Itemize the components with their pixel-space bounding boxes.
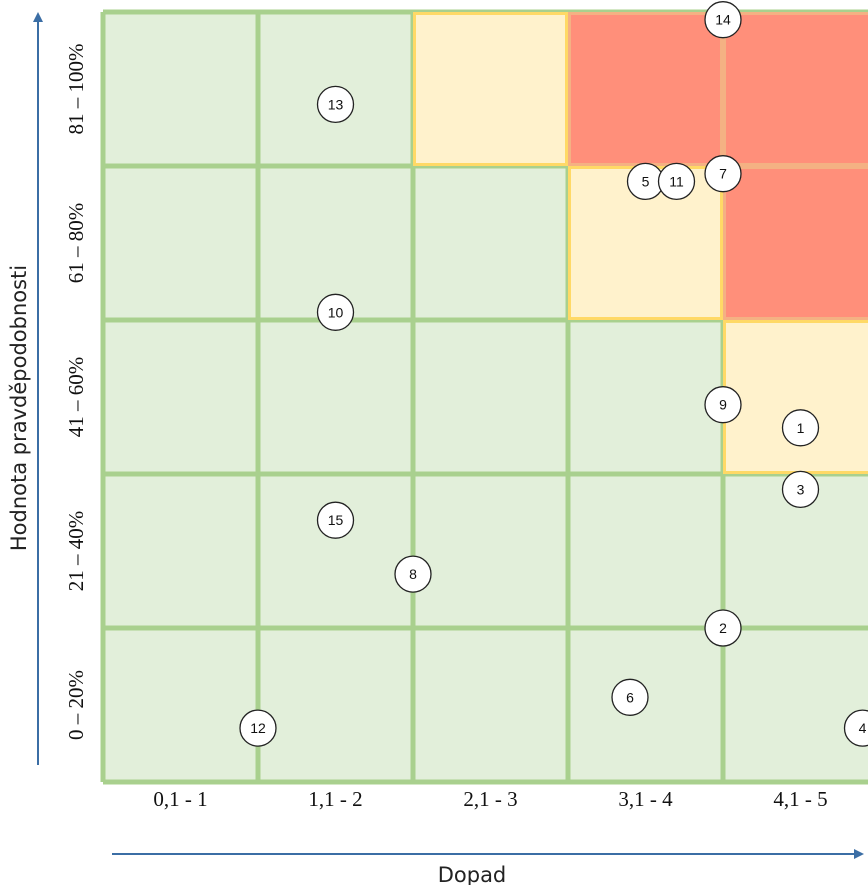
risk-marker-circle [657, 162, 696, 201]
risk-marker-12: 12 [239, 709, 277, 747]
risk-marker-circle [781, 470, 820, 509]
matrix-cell-border-medium [413, 12, 568, 166]
risk-marker-5: 5 [626, 162, 665, 201]
matrix-cell-low [258, 320, 413, 474]
matrix-cell-low [413, 166, 568, 320]
x-tick-label: 3,1 - 4 [618, 787, 673, 811]
x-tick-label: 0,1 - 1 [153, 787, 207, 811]
matrix-cell-low [568, 474, 723, 628]
matrix-cell-low [103, 474, 258, 628]
x-tick-label: 4,1 - 5 [773, 787, 827, 811]
risk-marker-7: 7 [704, 155, 742, 193]
risk-marker-label: 10 [328, 304, 344, 320]
matrix-cell-low [568, 320, 723, 474]
risk-marker-label: 14 [715, 12, 731, 28]
risk-marker-11: 11 [657, 162, 696, 201]
x-tick-label: 1,1 - 2 [308, 787, 362, 811]
risk-marker-circle [704, 155, 742, 193]
risk-marker-3: 3 [781, 470, 820, 509]
risk-marker-1: 1 [781, 409, 820, 447]
risk-marker-4: 4 [843, 709, 868, 747]
risk-marker-2: 2 [704, 609, 742, 647]
y-tick-label: 41 – 60% [64, 357, 88, 438]
risk-marker-label: 9 [719, 397, 727, 413]
risk-marker-label: 13 [328, 96, 344, 112]
y-axis-title: Hodnota pravděpodobnosti [7, 265, 31, 551]
matrix-cell-high [723, 166, 868, 320]
risk-marker-circle [316, 501, 355, 539]
matrix-cell-low [103, 628, 258, 782]
risk-marker-circle [611, 678, 649, 716]
matrix-cell-border-high [723, 12, 868, 166]
matrix-cell-low [723, 628, 868, 782]
x-tick-labels: 0,1 - 1 1,1 - 2 2,1 - 3 3,1 - 4 4,1 - 5 [153, 787, 827, 811]
matrix-cell-border-high [723, 166, 868, 320]
risk-marker-6: 6 [611, 678, 649, 716]
matrix-cell-medium [723, 320, 868, 474]
risk-marker-label: 4 [859, 720, 867, 736]
matrix-cells [103, 12, 868, 782]
risk-marker-circle [781, 409, 820, 447]
risk-marker-label: 12 [250, 720, 266, 736]
risk-marker-label: 7 [719, 166, 727, 182]
risk-marker-label: 1 [797, 420, 805, 436]
risk-marker-label: 5 [642, 173, 650, 189]
x-axis-title: Dopad [438, 863, 507, 885]
y-tick-label: 61 – 80% [64, 203, 88, 284]
y-tick-label: 81 – 100% [64, 44, 88, 135]
risk-marker-label: 8 [409, 566, 417, 582]
matrix-cell-low [258, 628, 413, 782]
risk-marker-15: 15 [316, 501, 355, 539]
matrix-cell-low [103, 166, 258, 320]
risk-marker-circle [843, 709, 868, 747]
matrix-cell-high [723, 12, 868, 166]
risk-marker-13: 13 [316, 85, 355, 124]
risk-marker-14: 14 [704, 1, 742, 39]
matrix-cell-medium [413, 12, 568, 166]
risk-marker-9: 9 [704, 386, 742, 424]
matrix-cell-low [103, 320, 258, 474]
risk-marker-label: 2 [719, 620, 727, 636]
y-tick-labels: 0 – 20% 21 – 40% 41 – 60% 61 – 80% 81 – 100% [64, 44, 88, 741]
risk-marker-label: 15 [328, 512, 344, 528]
risk-marker-8: 8 [394, 555, 432, 593]
risk-marker-circle [704, 609, 742, 647]
risk-marker-circle [704, 1, 742, 39]
risk-marker-circle [316, 85, 355, 124]
risk-marker-label: 3 [797, 481, 805, 497]
risk-marker-circle [239, 709, 277, 747]
matrix-cell-low [103, 12, 258, 166]
risk-marker-circle [394, 555, 432, 593]
risk-marker-10: 10 [316, 293, 355, 331]
risk-marker-circle [316, 293, 355, 331]
risk-marker-label: 11 [669, 173, 684, 189]
risk-marker-label: 6 [626, 689, 634, 705]
matrix-cell-low [413, 628, 568, 782]
matrix-cell-low [413, 320, 568, 474]
x-tick-label: 2,1 - 3 [463, 787, 517, 811]
matrix-cell-low [258, 474, 413, 628]
y-tick-label: 21 – 40% [64, 511, 88, 592]
risk-marker-circle [704, 386, 742, 424]
y-tick-label: 0 – 20% [64, 670, 88, 740]
matrix-cell-high [568, 12, 723, 166]
matrix-gridlines [100, 9, 868, 785]
matrix-cell-low [413, 474, 568, 628]
